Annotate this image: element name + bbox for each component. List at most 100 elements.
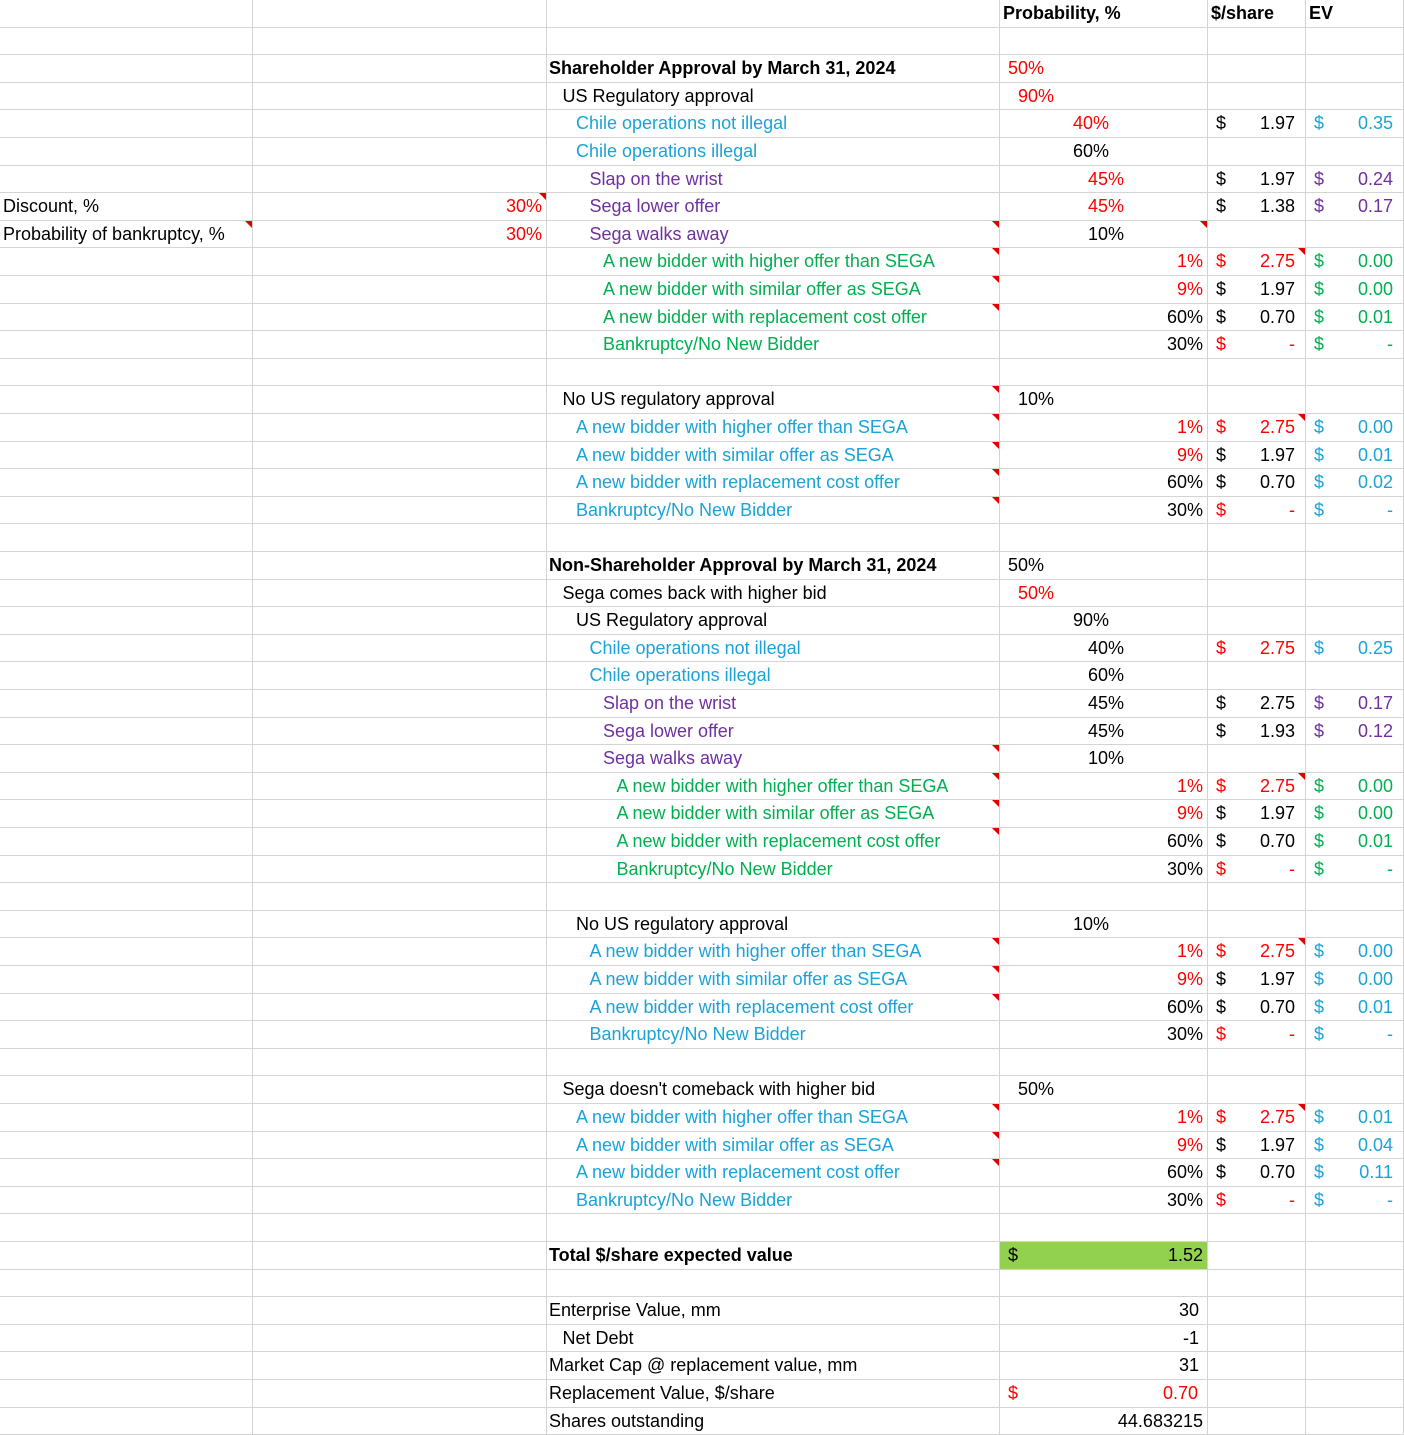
cell-b[interactable] [253, 993, 547, 1022]
label-cell[interactable] [547, 883, 1000, 911]
ev-cell[interactable]: $0.35 [1306, 110, 1404, 138]
probability-cell[interactable]: 10% [1000, 220, 1208, 249]
ev-cell[interactable]: $ - [1306, 1186, 1404, 1215]
cell-b[interactable] [253, 1186, 547, 1215]
ev-cell[interactable]: $0.04 [1306, 1131, 1404, 1160]
probability-cell[interactable]: 1% [1000, 1104, 1208, 1132]
ev-cell[interactable]: $ - [1306, 1021, 1404, 1049]
probability-cell[interactable]: 60% [1000, 303, 1208, 332]
cell-a[interactable] [0, 966, 253, 994]
label-cell[interactable]: Shares outstanding [547, 1407, 1000, 1435]
ev-cell[interactable] [1306, 524, 1404, 552]
cell-a[interactable] [0, 441, 253, 470]
cell-a[interactable] [0, 1214, 253, 1242]
cell-b[interactable] [253, 634, 547, 663]
label-cell[interactable]: Bankruptcy/No New Bidder [547, 1186, 1000, 1215]
price-cell[interactable]: $1.97 [1208, 165, 1306, 194]
cell-b[interactable] [253, 745, 547, 773]
ev-cell[interactable] [1306, 82, 1404, 111]
label-cell[interactable]: A new bidder with replacement cost offer [547, 993, 1000, 1022]
price-cell[interactable] [1208, 607, 1306, 635]
price-cell[interactable]: $2.75 [1208, 414, 1306, 442]
cell-b[interactable] [253, 1269, 547, 1298]
cell-b[interactable] [253, 910, 547, 939]
price-cell[interactable] [1208, 745, 1306, 773]
price-cell[interactable]: $1.97 [1208, 800, 1306, 828]
price-cell[interactable]: $0.70 [1208, 1159, 1306, 1187]
label-cell[interactable]: A new bidder with higher offer than SEGA [547, 938, 1000, 966]
ev-cell[interactable]: $0.24 [1306, 165, 1404, 194]
probability-cell[interactable]: 10% [1000, 910, 1208, 939]
header-cell[interactable] [547, 0, 1000, 28]
label-cell[interactable]: A new bidder with similar offer as SEGA [547, 276, 1000, 304]
probability-cell[interactable] [1000, 358, 1208, 387]
label-cell[interactable]: No US regulatory approval [547, 910, 1000, 939]
cell-a[interactable] [0, 690, 253, 718]
ev-cell[interactable] [1306, 883, 1404, 911]
price-cell[interactable] [1208, 220, 1306, 249]
cell-a[interactable] [0, 717, 253, 746]
cell-b[interactable] [253, 1021, 547, 1049]
label-cell[interactable]: US Regulatory approval [547, 82, 1000, 111]
price-cell[interactable] [1208, 1076, 1306, 1104]
label-cell[interactable]: Bankruptcy/No New Bidder [547, 331, 1000, 359]
probability-cell[interactable]: 45% [1000, 717, 1208, 746]
label-cell[interactable] [547, 27, 1000, 56]
cell-a[interactable] [0, 579, 253, 608]
ev-cell[interactable] [1306, 745, 1404, 773]
probability-cell[interactable]: 50% [1000, 1076, 1208, 1104]
cell-b[interactable]: 30% [253, 220, 547, 249]
cell-b[interactable] [253, 1214, 547, 1242]
ev-cell[interactable] [1306, 27, 1404, 56]
label-cell[interactable]: Sega lower offer [547, 193, 1000, 221]
cell-a[interactable] [0, 634, 253, 663]
ev-cell[interactable] [1306, 662, 1404, 690]
ev-cell[interactable] [1306, 910, 1404, 939]
ev-cell[interactable]: $0.00 [1306, 414, 1404, 442]
cell-a[interactable]: Probability of bankruptcy, % [0, 220, 253, 249]
cell-a[interactable] [0, 1324, 253, 1353]
probability-cell[interactable]: 45% [1000, 193, 1208, 221]
cell-a[interactable] [0, 386, 253, 414]
cell-b[interactable] [253, 800, 547, 828]
price-cell[interactable]: $1.97 [1208, 1131, 1306, 1160]
cell-a[interactable] [0, 1380, 253, 1408]
price-cell[interactable] [1208, 138, 1306, 166]
probability-cell[interactable]: 1% [1000, 248, 1208, 276]
label-cell[interactable]: Chile operations illegal [547, 662, 1000, 690]
price-cell[interactable] [1208, 358, 1306, 387]
probability-cell[interactable]: 90% [1000, 82, 1208, 111]
price-cell[interactable]: $0.70 [1208, 828, 1306, 856]
cell-b[interactable] [253, 524, 547, 552]
ev-cell[interactable]: $0.00 [1306, 800, 1404, 828]
price-cell[interactable] [1208, 1242, 1306, 1270]
label-cell[interactable]: A new bidder with higher offer than SEGA [547, 772, 1000, 801]
label-cell[interactable]: Enterprise Value, mm [547, 1297, 1000, 1325]
probability-cell[interactable]: 30% [1000, 1021, 1208, 1049]
probability-cell[interactable]: 30 [1000, 1297, 1208, 1325]
label-cell[interactable] [547, 1214, 1000, 1242]
ev-cell[interactable] [1306, 1214, 1404, 1242]
label-cell[interactable]: Bankruptcy/No New Bidder [547, 855, 1000, 884]
label-cell[interactable]: Slap on the wrist [547, 690, 1000, 718]
label-cell[interactable]: Market Cap @ replacement value, mm [547, 1352, 1000, 1380]
cell-b[interactable] [253, 690, 547, 718]
probability-cell[interactable]: 50% [1000, 552, 1208, 580]
probability-cell[interactable] [1000, 1048, 1208, 1077]
label-cell[interactable]: A new bidder with similar offer as SEGA [547, 800, 1000, 828]
price-cell[interactable]: $1.93 [1208, 717, 1306, 746]
cell-a[interactable] [0, 1352, 253, 1380]
cell-a[interactable] [0, 828, 253, 856]
price-cell[interactable] [1208, 552, 1306, 580]
cell-b[interactable] [253, 1297, 547, 1325]
cell-b[interactable] [253, 110, 547, 138]
ev-cell[interactable]: $0.00 [1306, 772, 1404, 801]
cell-b[interactable] [253, 55, 547, 83]
probability-cell[interactable] [1000, 27, 1208, 56]
ev-cell[interactable] [1306, 552, 1404, 580]
ev-cell[interactable]: $0.11 [1306, 1159, 1404, 1187]
price-cell[interactable] [1208, 1214, 1306, 1242]
cell-a[interactable] [0, 1104, 253, 1132]
ev-cell[interactable] [1306, 358, 1404, 387]
cell-a[interactable] [0, 110, 253, 138]
